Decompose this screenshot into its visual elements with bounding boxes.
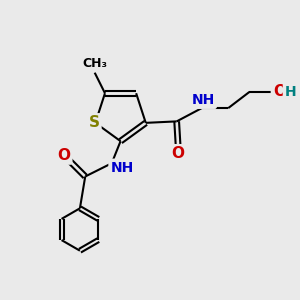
- Text: H: H: [285, 85, 296, 99]
- Text: NH: NH: [192, 93, 215, 107]
- Text: O: O: [273, 84, 286, 99]
- Text: S: S: [88, 116, 99, 130]
- Text: O: O: [172, 146, 184, 161]
- Text: CH₃: CH₃: [82, 57, 107, 70]
- Text: NH: NH: [110, 161, 134, 175]
- Text: O: O: [57, 148, 70, 163]
